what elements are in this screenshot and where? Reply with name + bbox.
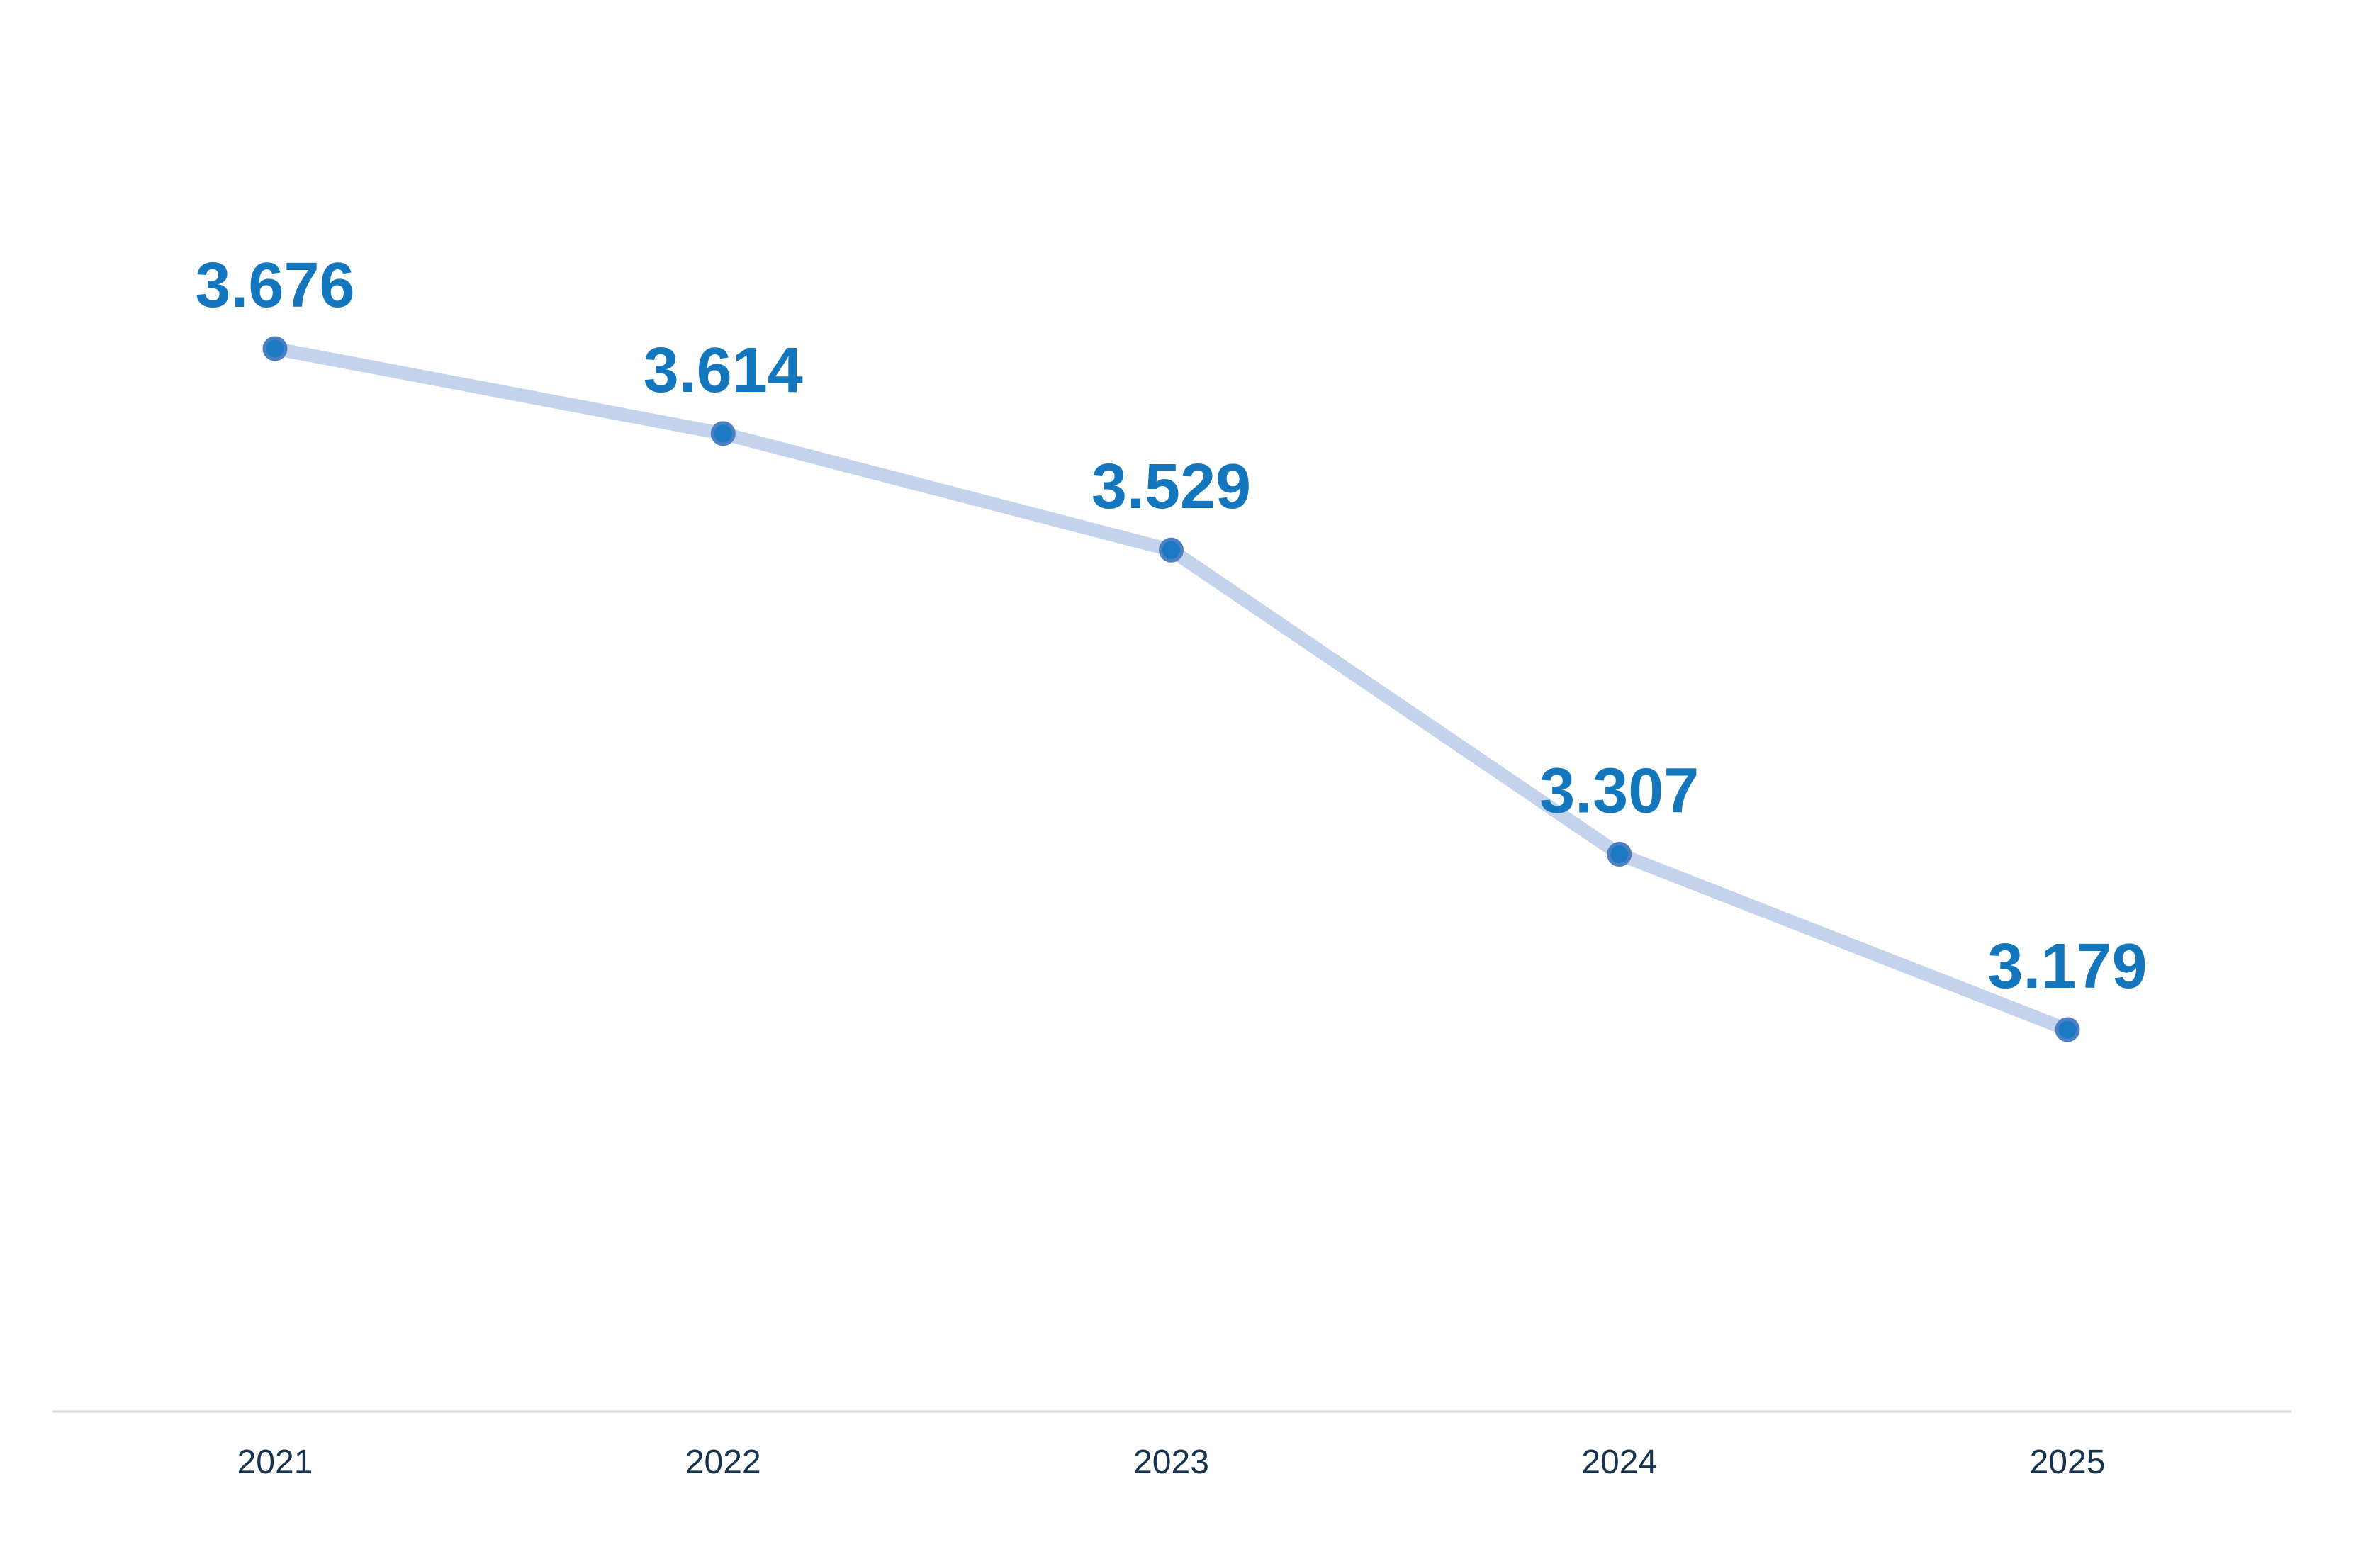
data-point-label: 3.179 (1987, 931, 2147, 1002)
data-point-marker (2055, 1017, 2080, 1042)
x-axis-tick-label: 2025 (2030, 1443, 2106, 1481)
data-point-label: 3.676 (195, 250, 354, 321)
x-axis-tick-label: 2024 (1581, 1443, 1657, 1481)
data-point-marker (1159, 537, 1184, 563)
x-axis-tick-label: 2021 (237, 1443, 313, 1481)
x-axis-tick-label: 2023 (1133, 1443, 1209, 1481)
data-point-label: 3.614 (644, 335, 803, 406)
data-point-label: 3.307 (1539, 755, 1699, 826)
data-point-marker (710, 421, 736, 446)
x-axis-tick-label: 2022 (685, 1443, 761, 1481)
series-line (274, 342, 2070, 1036)
data-point-label: 3.529 (1091, 451, 1251, 522)
data-point-marker (1607, 841, 1632, 867)
data-point-marker (262, 336, 288, 361)
